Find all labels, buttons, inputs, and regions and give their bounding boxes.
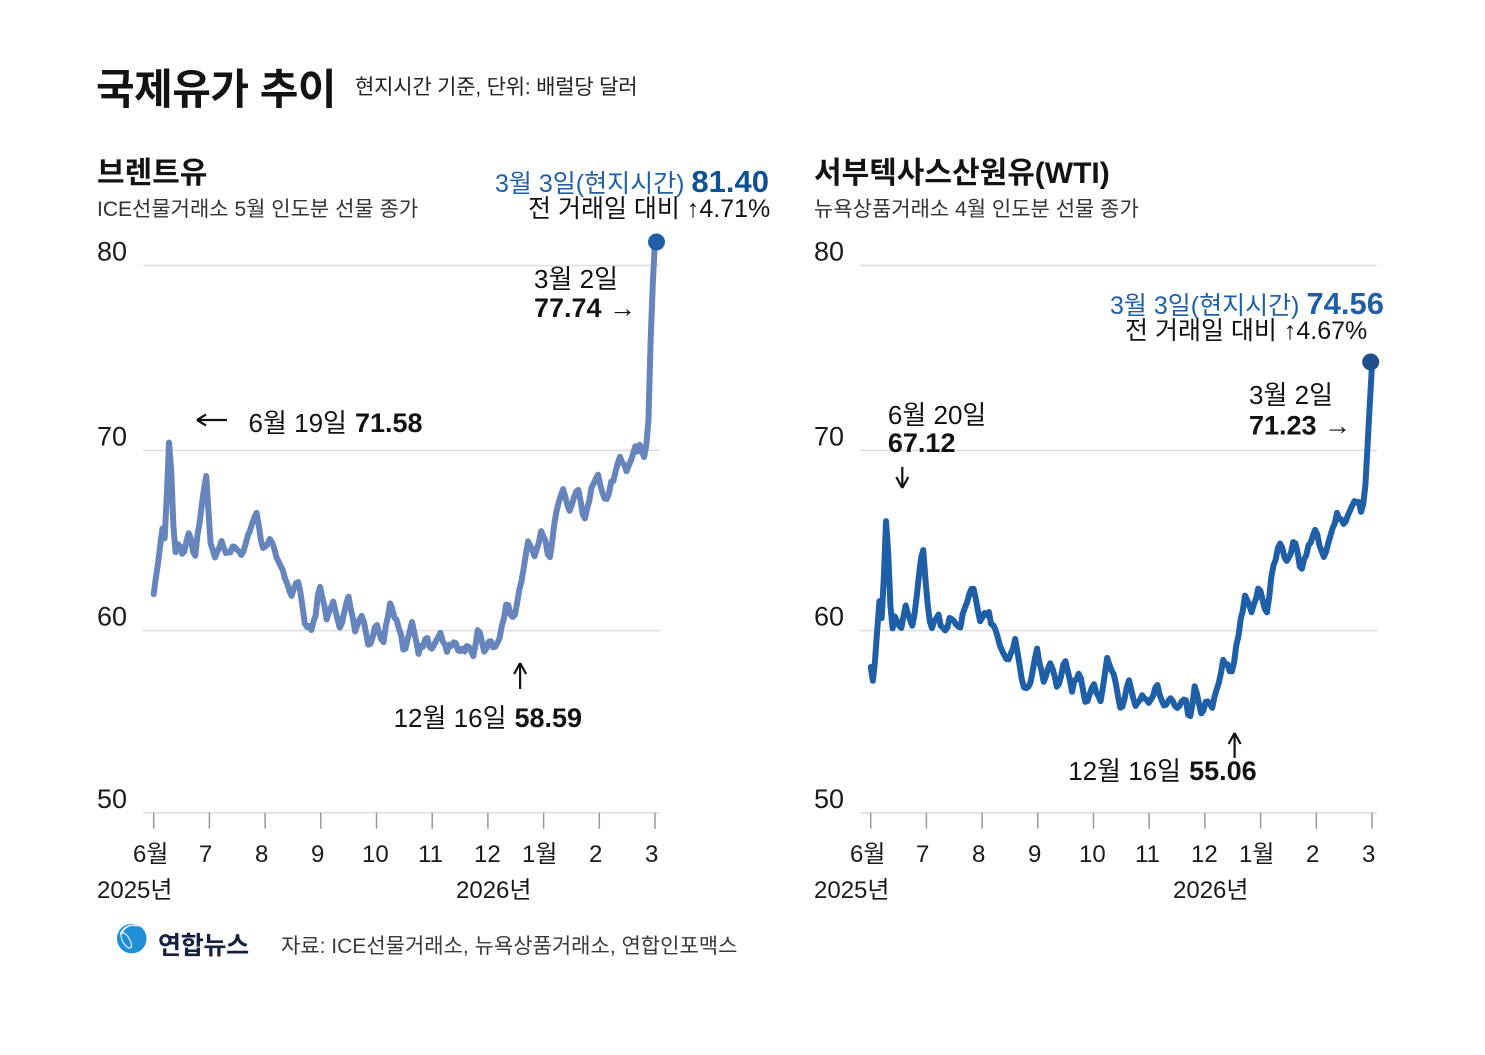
svg-text:2: 2	[1306, 841, 1319, 868]
svg-text:2025년: 2025년	[97, 877, 172, 900]
svg-text:11: 11	[418, 841, 443, 868]
svg-text:2026년: 2026년	[1173, 877, 1248, 900]
svg-text:3: 3	[645, 841, 658, 868]
svg-text:3월 2일: 3월 2일	[1249, 380, 1333, 410]
svg-text:77.74 →: 77.74 →	[534, 293, 636, 323]
svg-text:6월 20일: 6월 20일	[888, 400, 986, 430]
svg-text:80: 80	[814, 237, 844, 267]
svg-text:12: 12	[1191, 841, 1218, 868]
svg-text:60: 60	[814, 602, 844, 632]
svg-text:12: 12	[474, 841, 501, 868]
svg-text:2025년: 2025년	[814, 877, 889, 900]
svg-text:60: 60	[97, 602, 127, 632]
svg-text:3월 2일: 3월 2일	[534, 264, 618, 294]
svg-text:10: 10	[362, 841, 389, 868]
svg-text:6월: 6월	[133, 841, 168, 868]
svg-text:70: 70	[814, 421, 844, 451]
svg-text:50: 50	[814, 784, 844, 814]
svg-text:9: 9	[311, 841, 324, 868]
svg-text:70: 70	[97, 421, 127, 451]
svg-text:2: 2	[589, 841, 602, 868]
svg-text:2026년: 2026년	[456, 877, 531, 900]
svg-text:50: 50	[97, 784, 127, 814]
svg-text:67.12: 67.12	[888, 428, 956, 458]
svg-text:80: 80	[97, 237, 127, 267]
svg-text:8: 8	[255, 841, 268, 868]
svg-text:10: 10	[1079, 841, 1106, 868]
svg-text:7: 7	[916, 841, 929, 868]
svg-text:6월: 6월	[850, 841, 885, 868]
svg-text:7: 7	[199, 841, 212, 868]
svg-text:71.23 →: 71.23 →	[1249, 410, 1351, 440]
svg-text:1월: 1월	[522, 841, 557, 868]
svg-text:9: 9	[1028, 841, 1041, 868]
svg-text:3: 3	[1362, 841, 1375, 868]
svg-text:1월: 1월	[1239, 841, 1274, 868]
svg-text:11: 11	[1135, 841, 1160, 868]
svg-text:8: 8	[972, 841, 985, 868]
